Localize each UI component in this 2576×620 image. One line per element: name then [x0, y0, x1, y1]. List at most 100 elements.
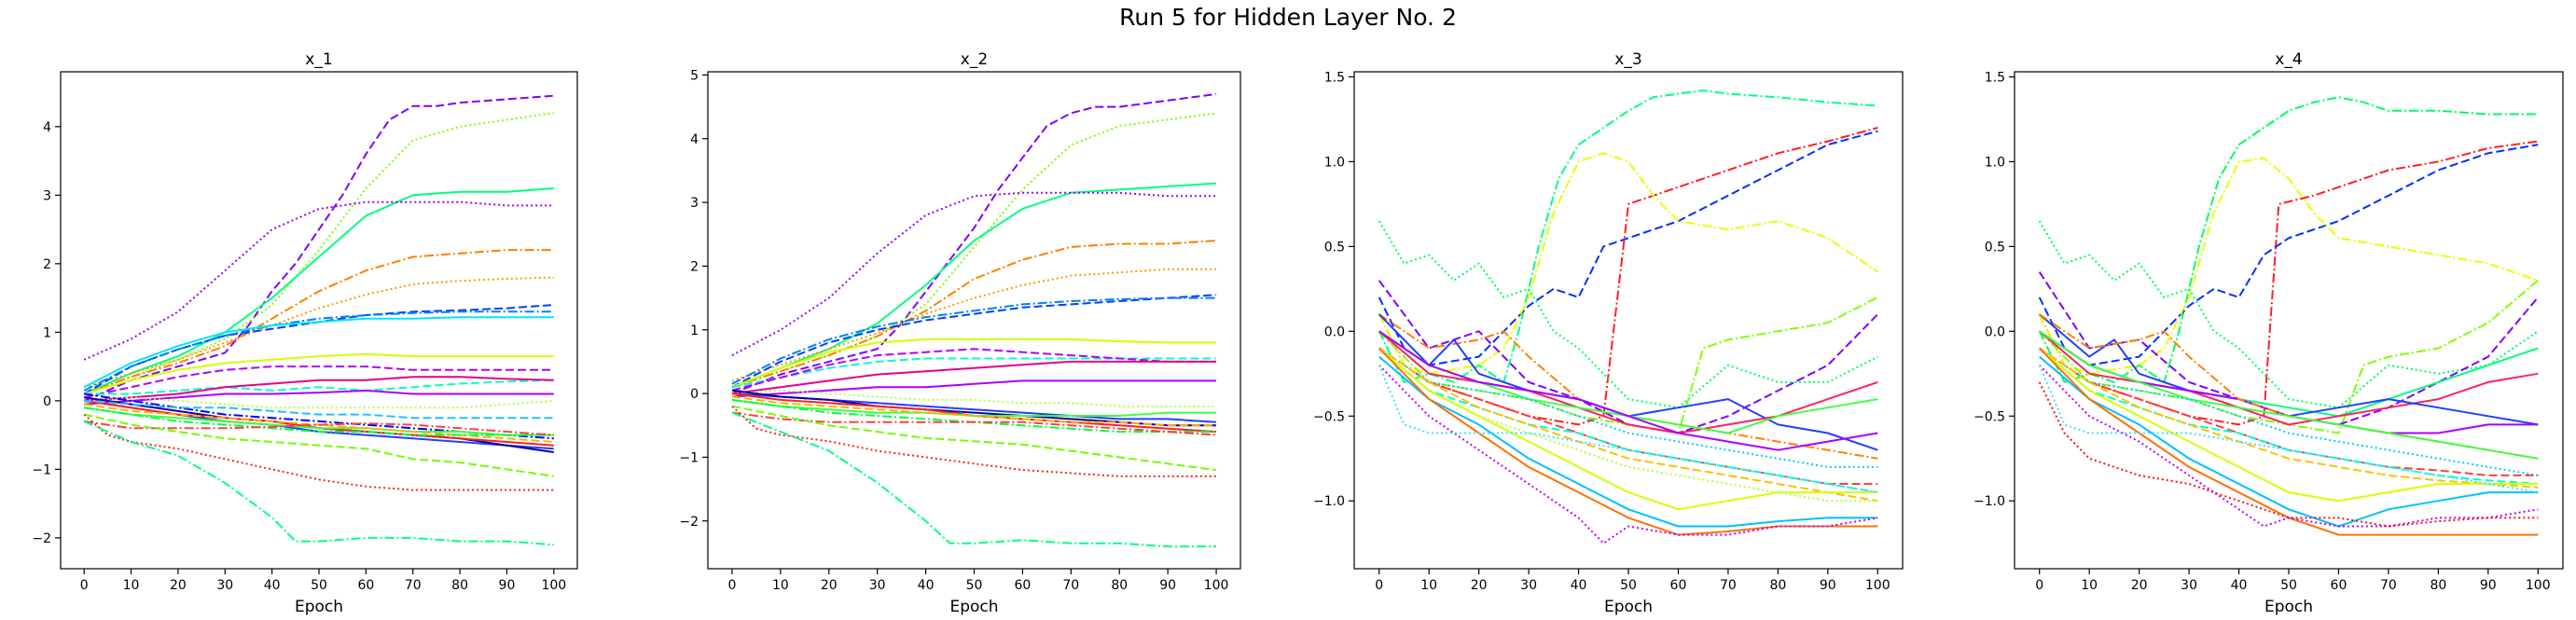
x-tick-label: 50: [1620, 578, 1637, 593]
y-tick-label: 1.0: [1324, 155, 1345, 170]
x-tick-label: 10: [2081, 578, 2098, 593]
series-line-11: [83, 365, 554, 399]
y-tick-label: −2: [32, 531, 51, 546]
series-line-21: [731, 411, 1217, 436]
x-tick-label: 70: [405, 578, 422, 593]
series-line-20: [2038, 347, 2539, 536]
x-tick-label: 80: [451, 578, 468, 593]
x-tick-label: 40: [1571, 578, 1587, 593]
y-tick-label: 1.5: [1324, 70, 1345, 85]
x-tick-label: 0: [1375, 578, 1383, 593]
series-line-2: [83, 112, 554, 395]
x-tick-label: 50: [966, 578, 983, 593]
y-tick-label: 2: [43, 257, 51, 272]
series-line-7: [731, 294, 1217, 389]
x-tick-label: 70: [2380, 578, 2397, 593]
series-line-4: [2038, 157, 2539, 375]
series-line-14: [2039, 347, 2539, 476]
series-line-6: [731, 268, 1216, 382]
x-tick-label: 100: [1865, 578, 1890, 593]
y-tick-label: 4: [690, 132, 699, 147]
x-axis-label: Epoch: [949, 598, 998, 616]
series-line-19: [2039, 355, 2539, 528]
series-line-6: [83, 276, 554, 389]
x-tick-label: 70: [1062, 578, 1079, 593]
series-line-15: [84, 396, 554, 409]
series-line-16: [1378, 347, 1878, 503]
series-line-17: [2039, 347, 2539, 489]
series-line-9: [731, 338, 1216, 389]
series-line-13: [84, 376, 554, 402]
x-tick-label: 30: [1520, 578, 1537, 593]
series-line-3: [2038, 144, 2539, 366]
y-tick-label: −0.5: [1974, 409, 2005, 424]
series-line-4: [731, 191, 1216, 356]
series-line-10: [731, 357, 1216, 389]
x-tick-label: 60: [2331, 578, 2347, 593]
series-line-2: [1378, 127, 1878, 426]
x-tick-label: 80: [1769, 578, 1786, 593]
figure-title: Run 5 for Hidden Layer No. 2: [1119, 4, 1457, 31]
y-tick-label: 0.0: [1324, 324, 1345, 339]
y-tick-label: 0: [43, 394, 51, 409]
axes-frame: [707, 71, 1241, 570]
y-tick-label: −0.5: [1313, 409, 1345, 424]
x-tick-label: 20: [2131, 578, 2148, 593]
series-line-24: [731, 411, 1216, 548]
series-line-1: [2038, 96, 2539, 383]
series-line-21: [2038, 365, 2539, 528]
series-line-12: [1378, 330, 1878, 451]
y-tick-label: −1.0: [1974, 494, 2005, 509]
series-line-3: [83, 187, 554, 395]
subplot-1: 0 10 20 30 40 50 60 70 80 90 100 −2 −1 0 1 2 3 4 x_1 Epoch: [32, 50, 578, 616]
x-tick-label: 60: [357, 578, 374, 593]
series-line-1: [83, 94, 554, 402]
series-line-22: [2038, 365, 2539, 494]
x-tick-label: 0: [2035, 578, 2043, 593]
subplot-3: 0 10 20 30 40 50 60 70 80 90 100 −1.0 −0.5 0.0 0.5 1.0 1…: [1313, 50, 1904, 616]
y-tick-label: −2: [679, 515, 699, 530]
series-line-5: [1378, 220, 1878, 409]
series-line-11: [731, 348, 1216, 392]
series-group: [731, 92, 1217, 548]
x-tick-label: 100: [541, 578, 566, 593]
series-line-20: [84, 406, 554, 436]
series-line-8: [731, 296, 1216, 385]
x-tick-label: 40: [918, 578, 935, 593]
series-line-4: [83, 200, 554, 361]
series-line-5: [2038, 220, 2539, 409]
series-group: [2038, 96, 2540, 536]
series-line-9: [2039, 330, 2539, 426]
y-tick-label: −1: [32, 462, 51, 477]
series-line-1: [731, 92, 1217, 395]
series-line-2: [2038, 140, 2539, 426]
series-line-23: [84, 399, 554, 420]
series-line-1: [1378, 90, 1878, 383]
subplot-4: 0 10 20 30 40 50 60 70 80 90 100 −1.0 −0.5 0.0 0.5 1.0 1…: [1974, 50, 2564, 616]
x-tick-label: 30: [2181, 578, 2197, 593]
x-tick-label: 30: [216, 578, 233, 593]
y-tick-label: −1: [679, 450, 699, 465]
series-line-22: [84, 406, 554, 436]
x-tick-label: 90: [2480, 578, 2497, 593]
x-tick-label: 70: [1720, 578, 1737, 593]
x-tick-label: 60: [1014, 578, 1031, 593]
series-line-19: [1378, 355, 1878, 528]
series-line-5: [83, 249, 554, 395]
x-tick-label: 80: [1111, 578, 1128, 593]
x-tick-label: 50: [311, 578, 327, 593]
y-tick-label: 4: [43, 120, 51, 135]
x-tick-label: 90: [499, 578, 516, 593]
series-line-12: [731, 360, 1216, 395]
series-line-7: [1378, 280, 1879, 434]
series-line-3: [1378, 130, 1878, 366]
y-tick-label: 3: [43, 188, 51, 203]
x-axis-label: Epoch: [1604, 598, 1653, 616]
x-tick-label: 90: [1159, 578, 1176, 593]
y-tick-label: 1.0: [1985, 155, 2005, 170]
x-tick-label: 40: [2231, 578, 2248, 593]
series-line-22: [1378, 365, 1878, 494]
x-tick-label: 20: [1471, 578, 1488, 593]
subplot-title: x_2: [961, 50, 988, 69]
series-line-10: [1378, 330, 1878, 434]
